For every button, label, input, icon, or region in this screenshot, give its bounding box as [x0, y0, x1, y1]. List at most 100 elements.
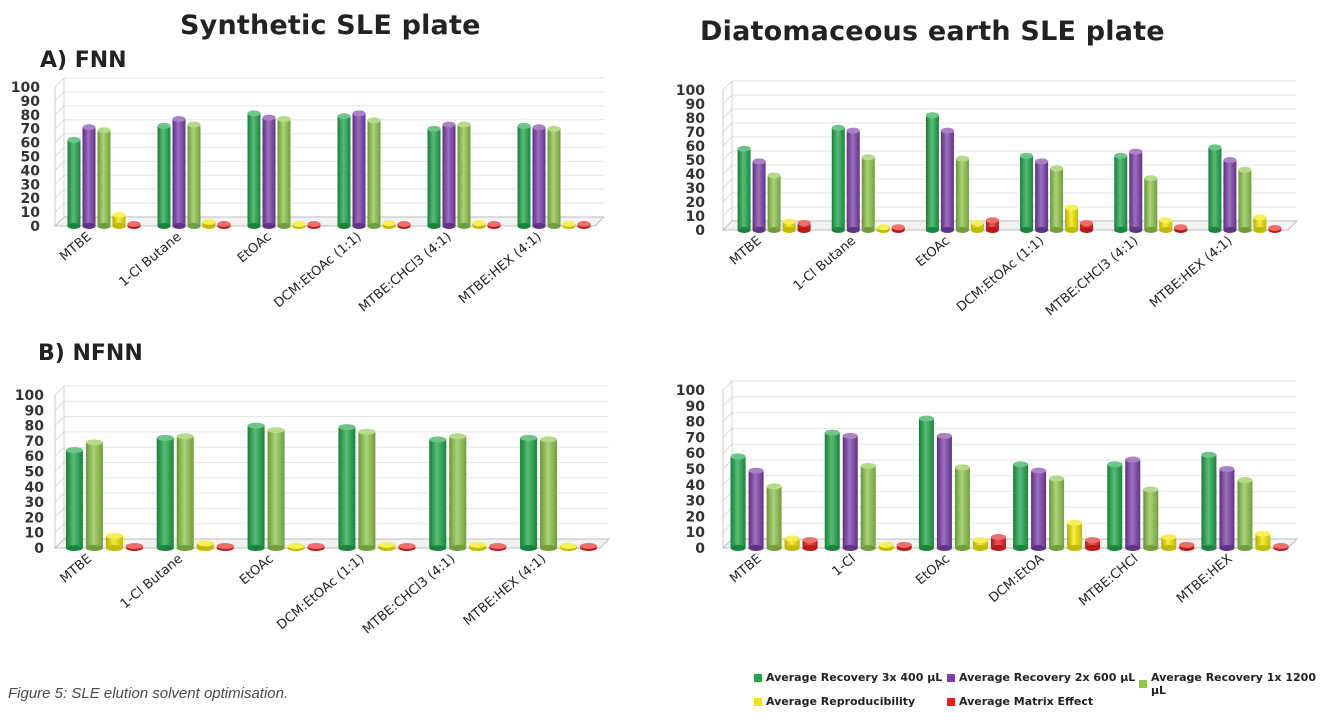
bar-cap: [187, 121, 201, 128]
bar-base: [157, 223, 171, 229]
bar-body: [442, 124, 456, 226]
bar-body: [337, 116, 351, 226]
bar-base: [970, 227, 984, 233]
gridline-side: [722, 491, 733, 501]
bar-base: [1238, 227, 1252, 233]
bar-cap: [457, 121, 471, 128]
bar: [831, 124, 845, 233]
y-tick-label: 20: [21, 191, 41, 207]
bar-base: [1020, 227, 1034, 233]
bar-base: [247, 223, 261, 229]
bar-base: [1031, 545, 1047, 551]
bar-cap: [1129, 148, 1143, 155]
legend-label: Average Reproducibility: [766, 695, 916, 708]
gridline-side: [54, 174, 65, 185]
bar: [378, 541, 396, 551]
bar-base: [247, 545, 265, 551]
y-tick-label: 10: [686, 209, 706, 225]
y-tick-label: 60: [686, 139, 706, 155]
bar-base: [861, 227, 875, 233]
x-tick-label: 1-Cl: [830, 552, 859, 580]
gridline-side: [54, 91, 65, 102]
bar-cap: [196, 540, 214, 547]
legend-label: Average Recovery 3x 400 µL: [766, 671, 943, 684]
gridline-side: [54, 462, 65, 472]
bar: [287, 543, 305, 551]
bar-body: [157, 125, 171, 226]
x-tick-label: MTBE:HEX (4:1): [461, 552, 549, 630]
legend-swatch: [1139, 680, 1147, 688]
bar-cap: [1268, 225, 1282, 231]
bar-base: [1129, 227, 1143, 233]
bar-base: [176, 545, 194, 551]
bar: [472, 220, 486, 229]
bar-cap: [469, 541, 487, 548]
y-tick-label: 60: [21, 136, 41, 152]
bar-cap: [577, 221, 591, 227]
y-tick-label: 50: [686, 462, 706, 478]
gridline-side: [54, 400, 65, 411]
y-tick-label: 50: [25, 465, 45, 481]
bar-base: [196, 545, 214, 551]
y-tick-label: 60: [25, 449, 45, 465]
bar-cap: [1107, 461, 1123, 468]
legend-item-recovery-2x: Average Recovery 2x 600 µL: [947, 671, 1135, 684]
diatomaceous-plate-title: Diatomaceous earth SLE plate: [700, 16, 1165, 47]
bar-cap: [1219, 466, 1235, 472]
bar-body: [1049, 478, 1065, 548]
bar: [1201, 451, 1217, 551]
y-tick-label: 20: [25, 510, 45, 526]
bar-cap: [427, 125, 441, 132]
bar-base: [520, 545, 538, 551]
bar-cap: [105, 532, 123, 539]
bar-cap: [65, 447, 83, 454]
x-tick-label: MTBE: [57, 230, 94, 265]
bar: [1179, 541, 1195, 551]
bar: [1174, 224, 1188, 233]
bar-cap: [67, 136, 81, 143]
bar: [767, 172, 781, 233]
gridline-side: [722, 108, 733, 119]
bar-base: [802, 545, 818, 551]
bar-base: [737, 227, 751, 233]
bar-base: [156, 545, 174, 551]
bar: [1107, 461, 1123, 551]
bar: [449, 433, 467, 551]
bar-cap: [1125, 456, 1141, 463]
bar: [67, 136, 81, 229]
bar: [532, 124, 546, 229]
bar-body: [1208, 147, 1222, 230]
bar-cap: [955, 155, 969, 162]
bar-cap: [766, 483, 782, 490]
bar-cap: [842, 432, 858, 439]
bar-base: [1080, 227, 1094, 233]
bar: [247, 110, 261, 229]
bar-cap: [1065, 204, 1079, 211]
bar-cap: [82, 124, 96, 131]
bar-base: [1065, 227, 1079, 233]
bar: [730, 453, 746, 551]
bar-cap: [540, 436, 558, 443]
bar: [487, 221, 501, 229]
bar-base: [1255, 545, 1271, 551]
bar-base: [65, 545, 83, 551]
bar-base: [925, 227, 939, 233]
bar-cap: [918, 415, 934, 422]
bar-base: [846, 227, 860, 233]
bar: [1255, 530, 1271, 551]
bar: [382, 220, 396, 229]
bar-body: [985, 220, 999, 230]
bar: [972, 537, 988, 551]
legend-label: Average Matrix Effect: [959, 695, 1094, 708]
bar: [307, 543, 325, 551]
bar-cap: [217, 221, 231, 227]
bar-base: [85, 545, 103, 551]
bar: [1031, 467, 1047, 551]
bar-body: [85, 442, 103, 548]
y-tick-label: 90: [21, 94, 41, 110]
bar: [307, 221, 321, 229]
bar-body: [737, 148, 751, 230]
bar-body: [1114, 155, 1128, 230]
